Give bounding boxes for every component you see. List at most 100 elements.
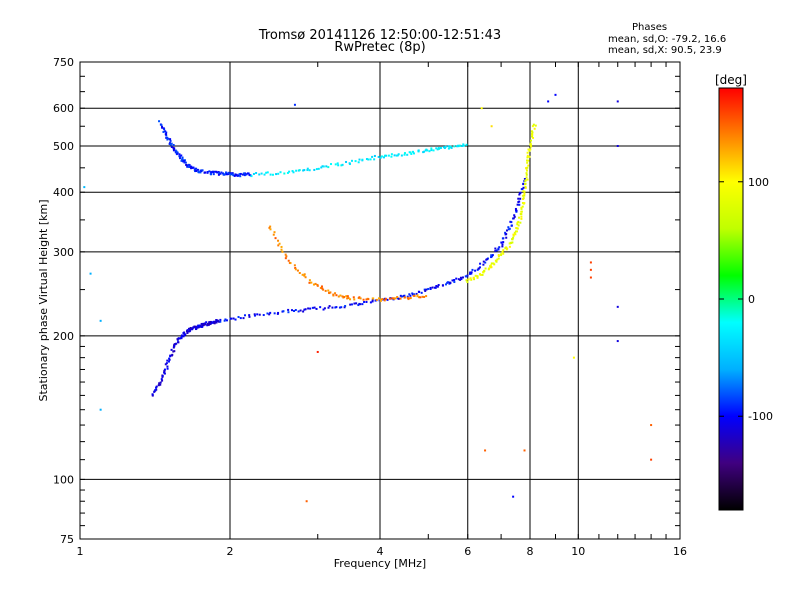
data-point <box>337 164 340 167</box>
data-point <box>353 298 356 301</box>
data-point <box>418 296 421 299</box>
stats-x-line: mean, sd,X: 90.5, 23.9 <box>608 45 722 56</box>
data-point <box>284 253 287 256</box>
data-point <box>294 268 297 271</box>
data-point <box>235 174 238 177</box>
data-point <box>533 127 536 130</box>
data-point <box>444 283 447 286</box>
data-point <box>200 170 203 173</box>
data-point <box>291 170 294 173</box>
data-point <box>526 154 529 157</box>
data-point <box>476 268 479 271</box>
data-point <box>269 228 272 231</box>
data-point <box>222 173 225 176</box>
data-point <box>296 269 299 272</box>
data-point <box>335 294 338 297</box>
data-point <box>178 155 181 158</box>
data-point <box>492 262 495 265</box>
data-point <box>166 138 169 141</box>
data-point <box>157 384 160 387</box>
data-point <box>248 314 251 317</box>
data-point <box>527 159 530 162</box>
data-point <box>169 138 172 141</box>
x-tick-label: 2 <box>227 545 234 558</box>
data-point <box>512 236 515 239</box>
data-point <box>206 171 209 174</box>
data-point <box>269 173 272 176</box>
data-point <box>377 297 380 300</box>
data-point <box>289 262 292 265</box>
data-point <box>523 190 526 193</box>
data-point <box>346 297 349 300</box>
data-point <box>396 297 399 300</box>
data-point <box>525 173 528 176</box>
data-point <box>331 306 334 309</box>
data-point <box>313 306 316 309</box>
data-point <box>159 383 162 386</box>
data-point <box>187 163 190 166</box>
data-point <box>253 313 256 316</box>
data-point <box>530 133 533 136</box>
data-point <box>482 260 485 263</box>
data-point <box>520 207 523 210</box>
data-point <box>362 298 365 301</box>
data-point <box>525 167 528 170</box>
data-point <box>530 130 533 133</box>
data-point <box>163 368 166 371</box>
data-point <box>470 272 473 275</box>
data-point <box>461 276 464 279</box>
data-point <box>306 169 309 172</box>
data-point <box>435 285 438 288</box>
data-point <box>258 313 261 316</box>
data-point <box>258 173 261 176</box>
data-point <box>198 324 201 327</box>
data-point <box>436 148 439 151</box>
data-point <box>513 215 516 218</box>
data-point <box>513 214 516 217</box>
data-point <box>510 242 513 245</box>
data-point <box>520 213 523 216</box>
data-point <box>328 305 331 308</box>
data-point <box>425 288 428 291</box>
data-point <box>420 291 423 294</box>
data-point <box>213 322 216 325</box>
data-point <box>371 299 374 302</box>
data-point <box>181 158 184 161</box>
data-point <box>322 308 325 311</box>
data-point <box>195 327 198 330</box>
data-point <box>517 201 520 204</box>
data-point <box>508 227 511 230</box>
data-point <box>219 320 222 323</box>
y-tick-label: 200 <box>53 330 74 343</box>
data-point <box>650 458 653 461</box>
data-point <box>506 247 509 250</box>
data-point <box>462 143 465 146</box>
data-point <box>417 149 420 152</box>
data-point <box>457 278 460 281</box>
data-point <box>160 378 163 381</box>
data-point <box>348 162 351 165</box>
data-point <box>616 305 619 308</box>
data-point <box>427 287 430 290</box>
data-point <box>520 215 523 218</box>
data-point <box>589 261 592 264</box>
data-point <box>465 279 468 282</box>
data-point <box>315 168 318 171</box>
x-tick-label: 4 <box>377 545 384 558</box>
data-point <box>239 175 242 178</box>
data-point <box>461 144 464 147</box>
data-point <box>271 173 274 176</box>
data-point <box>524 182 527 185</box>
data-point <box>340 306 343 309</box>
data-point <box>308 281 311 284</box>
data-point <box>522 190 525 193</box>
data-point <box>352 296 355 299</box>
data-point <box>161 126 164 129</box>
data-point <box>211 170 214 173</box>
data-point <box>206 322 209 325</box>
data-point <box>237 174 240 177</box>
data-point <box>330 163 333 166</box>
data-point <box>517 220 520 223</box>
data-point <box>195 167 198 170</box>
data-point <box>320 166 323 169</box>
